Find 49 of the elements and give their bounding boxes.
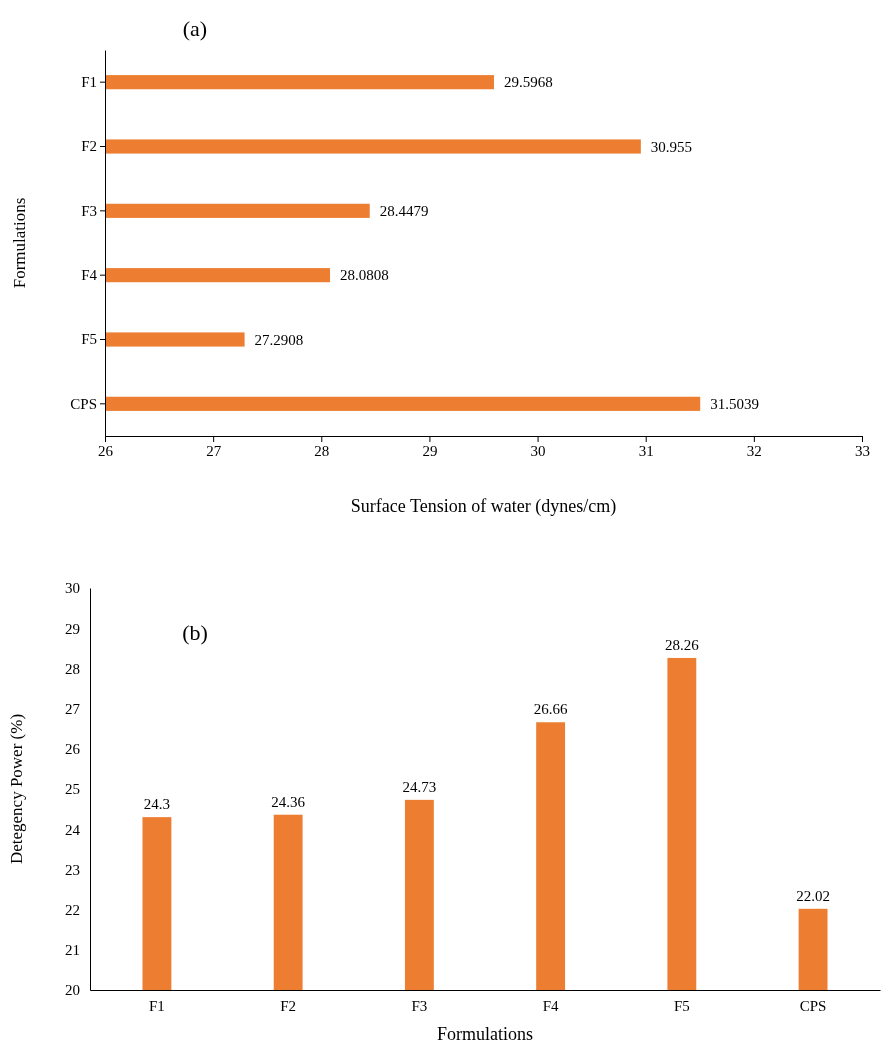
data-label: 29.5968 [503, 74, 553, 91]
x-tick-label: F3 [411, 997, 428, 1014]
data-label: 24.3 [143, 796, 171, 813]
y-tick-label: F5 [81, 331, 97, 348]
y-tick-label: 20 [65, 982, 80, 999]
x-tick-label: F5 [673, 997, 690, 1014]
y-tick-label: 23 [65, 861, 80, 878]
y-tick-label: 26 [65, 741, 81, 758]
y-tick-label: 21 [65, 942, 80, 959]
data-label: 24.73 [402, 778, 437, 795]
x-tick-label: 33 [855, 442, 870, 459]
x-tick-label: F2 [280, 997, 297, 1014]
x-axis-title: Surface Tension of water (dynes/cm) [350, 496, 617, 517]
x-tick-label: 28 [314, 442, 330, 459]
x-tick-label: CPS [799, 997, 827, 1014]
data-label: 26.66 [533, 701, 568, 718]
data-label: 24.36 [271, 793, 306, 810]
x-tick-label: 27 [206, 442, 222, 459]
data-label: 27.2908 [254, 331, 304, 348]
x-tick-label: F1 [149, 997, 165, 1014]
y-tick-label: F3 [81, 202, 97, 219]
x-axis-title: Formulations [436, 1024, 534, 1044]
chart-title: (a) [182, 16, 208, 41]
x-tick-label: 32 [746, 442, 762, 459]
x-tick-label: 26 [98, 442, 114, 459]
data-label: 28.0808 [340, 267, 389, 284]
data-label: 31.5039 [710, 396, 759, 413]
x-tick-label: 30 [530, 442, 546, 459]
y-axis-title: Formulations [10, 197, 29, 289]
y-tick-label: 29 [65, 620, 80, 637]
y-tick-label: CPS [70, 395, 97, 412]
x-tick-label: 31 [638, 442, 654, 459]
data-label: 28.4479 [379, 203, 429, 220]
y-tick-label: 27 [65, 700, 81, 717]
y-tick-label: F1 [81, 73, 97, 90]
y-tick-label: F2 [81, 138, 97, 155]
y-tick-label: 25 [65, 781, 80, 798]
y-axis-title: Detegency Power (%) [7, 713, 26, 865]
y-tick-label: 28 [65, 660, 80, 677]
x-tick-label: 29 [422, 442, 438, 459]
y-tick-label: 30 [65, 580, 80, 597]
text: (b) [182, 620, 208, 645]
x-tick-label: F4 [542, 997, 560, 1014]
data-label: 22.02 [796, 887, 830, 904]
y-tick-label: 24 [65, 821, 81, 838]
data-label: 28.26 [664, 636, 700, 653]
y-tick-label: 22 [65, 901, 80, 918]
data-label: 30.955 [650, 138, 693, 155]
y-tick-label: F4 [81, 266, 98, 283]
